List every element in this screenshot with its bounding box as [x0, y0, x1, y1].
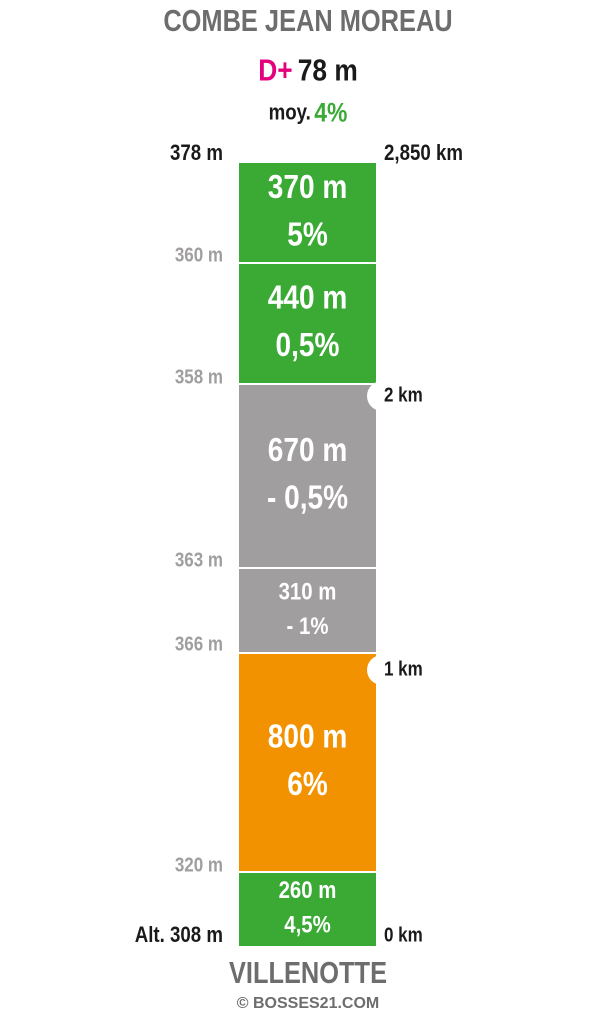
segment-length: 310 m [279, 578, 337, 605]
segment [239, 384, 376, 568]
distance-label: 2 km [384, 383, 423, 406]
average-grade: moy. 4% [269, 97, 348, 127]
altitude-label: 358 m [175, 365, 223, 388]
segment-grade: 5% [287, 216, 328, 253]
segment [239, 568, 376, 653]
gain-value: 78 m [298, 53, 358, 87]
average-value: 4% [314, 97, 347, 127]
gain-label: D+ [258, 53, 292, 87]
segment-grade: - 1% [287, 613, 329, 640]
elevation-gain: D+ 78 m [258, 53, 358, 87]
segment [239, 653, 376, 872]
start-place: VILLENOTTE [229, 956, 387, 991]
segment-grade: 0,5% [276, 327, 340, 364]
altitude-label: 366 m [175, 632, 223, 655]
side-labels: 378 m 360 m 358 m 363 m 366 m 320 m Alt. 308 m… [135, 141, 463, 947]
altitude-label: 363 m [175, 548, 223, 571]
segment [239, 872, 376, 946]
segment-length: 800 m [268, 718, 347, 755]
altitude-label: 320 m [175, 853, 223, 876]
segment [239, 163, 376, 263]
altitude-label: 360 m [175, 243, 223, 266]
credit: © BOSSES21.COM [237, 995, 380, 1012]
segment-length: 370 m [268, 169, 347, 206]
km-notch [367, 655, 397, 685]
segment-grade: 4,5% [284, 911, 331, 938]
segments: 370 m 5% 440 m 0,5% 670 m - 0,5% 310 m - 1% 800 … [239, 163, 376, 946]
segment-length: 260 m [279, 877, 337, 904]
distance-label: 0 km [384, 923, 423, 946]
segment-grade: 6% [287, 766, 328, 803]
segment-grade: - 0,5% [267, 479, 348, 516]
segment-length: 670 m [268, 432, 347, 469]
segment-length: 440 m [268, 279, 347, 316]
distance-label: 1 km [384, 657, 423, 680]
km-notch [367, 381, 397, 411]
altitude-label: Alt. 308 m [135, 923, 223, 947]
title: COMBE JEAN MOREAU [163, 4, 452, 39]
distance-label: 2,850 km [384, 141, 463, 165]
segment [239, 263, 376, 384]
average-label: moy. [269, 101, 311, 125]
altitude-label: 378 m [170, 141, 223, 165]
